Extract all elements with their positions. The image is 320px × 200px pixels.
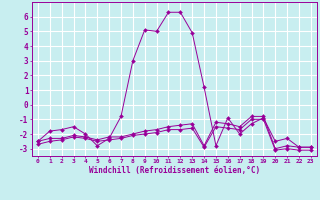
X-axis label: Windchill (Refroidissement éolien,°C): Windchill (Refroidissement éolien,°C)	[89, 166, 260, 175]
